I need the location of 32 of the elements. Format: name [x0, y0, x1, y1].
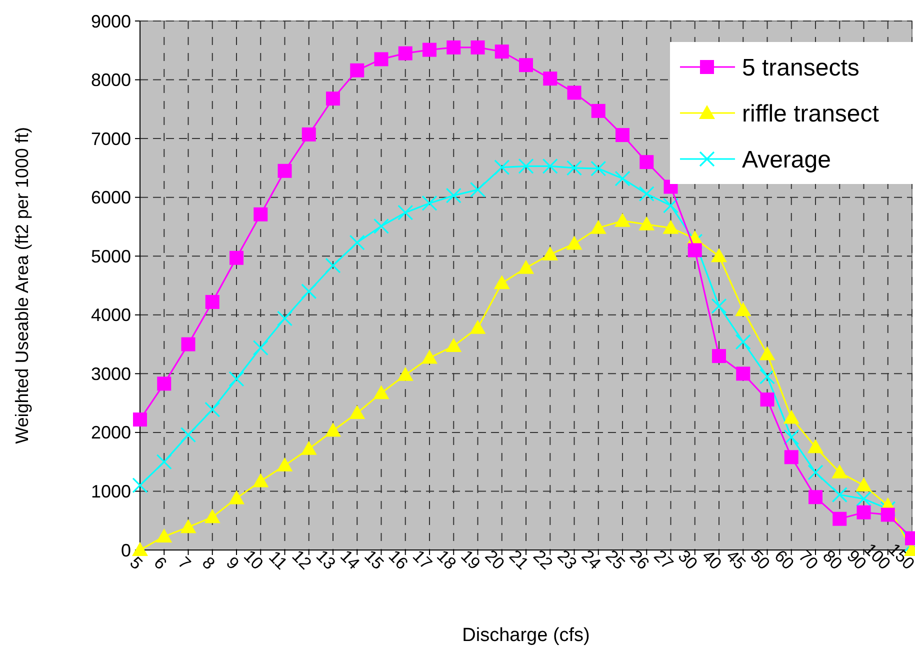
x-tick-label: 27: [650, 546, 677, 574]
y-tick-label: 3000: [90, 364, 131, 384]
y-tick-label: 1000: [90, 482, 131, 502]
x-tick-label: 15: [360, 546, 388, 574]
y-tick-label: 9000: [90, 11, 131, 32]
x-tick-label: 9: [222, 553, 243, 574]
y-tick-label: 0: [120, 540, 131, 560]
legend-label: riffle transect: [742, 100, 880, 128]
x-tick-label: 45: [722, 546, 750, 574]
y-tick-label: 4000: [90, 305, 131, 326]
x-axis-title: Discharge (cfs): [462, 625, 590, 646]
x-tick-label: 7: [174, 553, 194, 574]
x-tick-label: 6: [150, 553, 170, 574]
y-tick-label: 5000: [90, 246, 131, 266]
legend-label: Average: [742, 146, 831, 174]
x-tick-label: 18: [433, 546, 460, 574]
y-tick-label: 6000: [90, 188, 131, 208]
x-tick-label: 10: [240, 546, 267, 574]
x-tick-label: 50: [746, 546, 774, 574]
x-tick-label: 11: [265, 547, 291, 574]
y-tick-label: 8000: [90, 70, 131, 90]
legend-label: 5 transects: [742, 54, 860, 82]
y-tick-label: 2000: [90, 422, 131, 443]
y-tick-label: 7000: [90, 128, 131, 149]
y-axis-title: Weighted Useable Area (ft2 per 1000 ft): [12, 127, 32, 444]
x-tick-label: 22: [530, 546, 556, 574]
x-tick-label: 80: [819, 546, 846, 574]
x-tick-label: 8: [198, 553, 219, 574]
x-tick-label: 14: [336, 546, 364, 574]
x-tick-label: 26: [626, 546, 653, 574]
x-tick-label: 19: [457, 546, 484, 574]
x-tick-label: 23: [554, 546, 580, 574]
